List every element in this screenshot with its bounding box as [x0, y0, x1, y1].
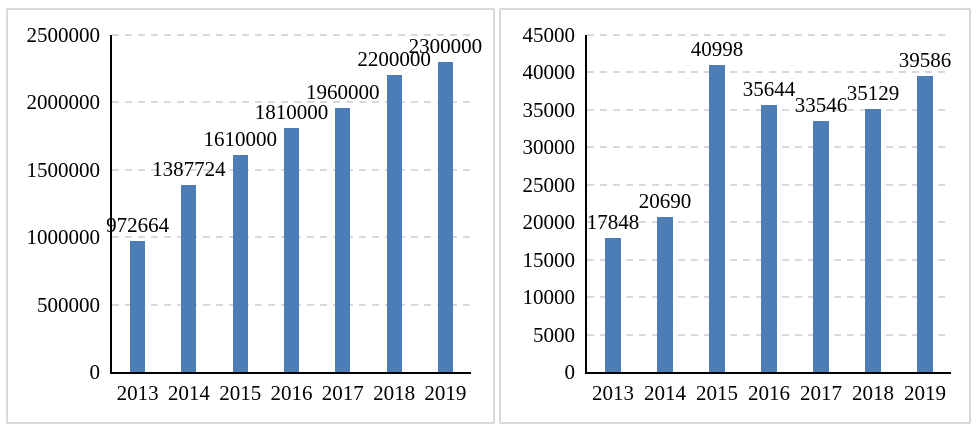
- gridline: [112, 101, 471, 104]
- bar-2014: [657, 217, 673, 372]
- x-axis-line: [585, 372, 951, 374]
- gridline: [587, 71, 951, 74]
- x-tick-label-2019: 2019: [424, 381, 467, 405]
- y-tick-label: 2000000: [26, 90, 101, 115]
- bar-2016: [284, 128, 299, 372]
- bar-2019: [437, 62, 453, 372]
- y-tick-label: 15000: [522, 247, 576, 272]
- data-label-2015: 40998: [690, 37, 744, 61]
- bar-2019: [917, 76, 933, 372]
- x-tick-label-2018: 2018: [852, 381, 894, 405]
- bar-2013: [605, 238, 621, 372]
- data-label-2014: 20690: [638, 189, 692, 213]
- y-tick-label: 1000000: [26, 225, 101, 250]
- bar-2016: [761, 105, 777, 372]
- x-tick-label-2019: 2019: [904, 381, 946, 405]
- bar-2014: [181, 185, 197, 372]
- x-tick-label-2013: 2013: [116, 381, 159, 405]
- data-label-2016: 35644: [742, 77, 796, 101]
- y-tick-label: 25000: [522, 172, 576, 197]
- data-label-2018: 35129: [846, 81, 900, 105]
- data-label-2017: 1960000: [306, 80, 380, 104]
- y-tick-label: 10000: [522, 285, 576, 310]
- y-tick-label: 20000: [522, 210, 576, 235]
- y-tick-label: 2500000: [26, 23, 101, 47]
- x-tick-label-2018: 2018: [373, 381, 416, 405]
- bar-2017: [813, 121, 829, 372]
- data-label-2019: 39586: [898, 48, 952, 72]
- bar-2017: [335, 108, 351, 372]
- data-label-2013: 17848: [586, 210, 640, 234]
- x-tick-label-2014: 2014: [167, 381, 210, 405]
- y-axis-line: [585, 35, 587, 374]
- x-axis-line: [110, 372, 471, 374]
- x-tick-label-2016: 2016: [270, 381, 313, 405]
- bar-2015: [232, 155, 248, 372]
- x-tick-label-2015: 2015: [696, 381, 738, 405]
- bar-2018: [386, 75, 402, 372]
- y-tick-label: 500000: [37, 292, 100, 317]
- bar-chart-2: 0 5000 10000 15000 20000 25000 30000 35000 40000…: [501, 10, 969, 422]
- chart-panel-1: 0 500000 1000000 1500000 2000000 2500000 97266…: [6, 8, 495, 424]
- chart-panel-2: 0 5000 10000 15000 20000 25000 30000 35000 40000…: [499, 8, 971, 424]
- y-axis-line: [110, 35, 112, 374]
- y-tick-label: 1500000: [26, 157, 101, 182]
- data-label-2017: 33546: [794, 93, 848, 117]
- y-tick-label: 35000: [522, 97, 576, 122]
- data-label-2014: 1387724: [152, 157, 226, 181]
- x-tick-label-2015: 2015: [219, 381, 262, 405]
- data-label-2016: 1810000: [254, 100, 329, 124]
- x-tick-label-2017: 2017: [321, 381, 364, 405]
- gridline: [587, 34, 951, 36]
- bar-chart-1: 0 500000 1000000 1500000 2000000 2500000 97266…: [8, 10, 493, 422]
- bar-2015: [709, 65, 725, 372]
- data-label-2018: 2200000: [357, 47, 431, 71]
- y-tick-label: 40000: [522, 60, 576, 85]
- bar-2018: [865, 109, 881, 372]
- data-label-2019: 2300000: [408, 34, 483, 58]
- y-tick-label: 0: [89, 360, 101, 384]
- y-tick-label: 5000: [533, 322, 575, 347]
- data-label-2013: 972664: [106, 213, 170, 237]
- y-tick-label: 0: [564, 360, 576, 384]
- data-label-2015: 1610000: [203, 127, 277, 151]
- y-tick-label: 45000: [522, 23, 576, 47]
- bar-2013: [130, 241, 146, 372]
- y-tick-label: 30000: [522, 135, 576, 160]
- x-tick-label-2014: 2014: [644, 381, 686, 405]
- gridline: [112, 34, 471, 36]
- x-tick-label-2017: 2017: [800, 381, 842, 405]
- x-tick-label-2013: 2013: [592, 381, 634, 405]
- x-tick-label-2016: 2016: [748, 381, 790, 405]
